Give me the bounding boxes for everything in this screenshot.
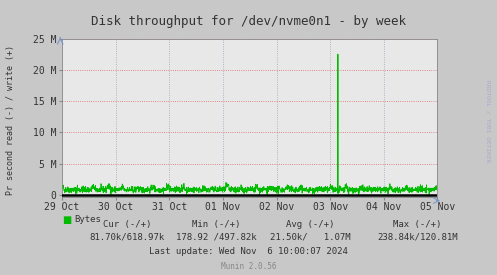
- Text: 21.50k/   1.07M: 21.50k/ 1.07M: [270, 233, 351, 242]
- Text: 178.92 /497.82k: 178.92 /497.82k: [176, 233, 256, 242]
- Text: Min (-/+): Min (-/+): [192, 220, 241, 229]
- Text: Disk throughput for /dev/nvme0n1 - by week: Disk throughput for /dev/nvme0n1 - by we…: [91, 15, 406, 28]
- Text: RRDTOOL / TOBI OETIKER: RRDTOOL / TOBI OETIKER: [486, 80, 491, 162]
- Text: Last update: Wed Nov  6 10:00:07 2024: Last update: Wed Nov 6 10:00:07 2024: [149, 247, 348, 255]
- Text: Bytes: Bytes: [75, 216, 101, 224]
- Text: Max (-/+): Max (-/+): [393, 220, 442, 229]
- Text: 81.70k/618.97k: 81.70k/618.97k: [89, 233, 165, 242]
- Text: ■: ■: [62, 215, 72, 225]
- Text: Avg (-/+): Avg (-/+): [286, 220, 335, 229]
- Text: Pr second read (-) / write (+): Pr second read (-) / write (+): [6, 45, 15, 195]
- Text: Munin 2.0.56: Munin 2.0.56: [221, 262, 276, 271]
- Text: Cur (-/+): Cur (-/+): [102, 220, 151, 229]
- Text: 238.84k/120.81M: 238.84k/120.81M: [377, 233, 458, 242]
